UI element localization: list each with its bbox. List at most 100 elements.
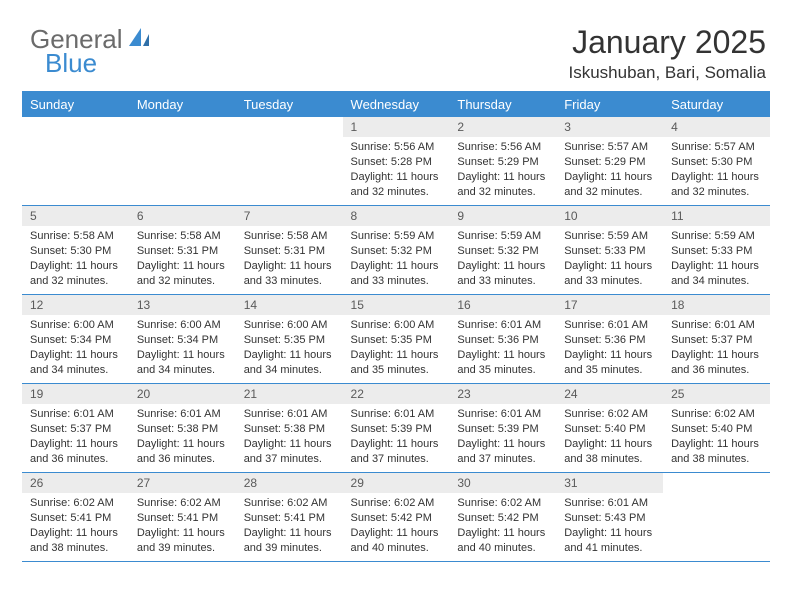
day-sun-info: Sunrise: 6:01 AMSunset: 5:43 PMDaylight:… [556,493,663,559]
sunset-label: Sunset: 5:39 PM [457,423,538,435]
day-number: 2 [449,117,556,137]
calendar-day-cell: 2Sunrise: 5:56 AMSunset: 5:29 PMDaylight… [449,117,556,206]
sunrise-label: Sunrise: 5:56 AM [351,141,435,153]
calendar-day-cell: 31Sunrise: 6:01 AMSunset: 5:43 PMDayligh… [556,473,663,562]
sunrise-label: Sunrise: 5:59 AM [351,230,435,242]
day-number: 7 [236,206,343,226]
sunrise-label: Sunrise: 6:02 AM [564,408,648,420]
daylight-label: Daylight: 11 hoursand 40 minutes. [351,527,439,554]
daylight-label: Daylight: 11 hoursand 39 minutes. [137,527,225,554]
day-number: 14 [236,295,343,315]
calendar-day-cell: 29Sunrise: 6:02 AMSunset: 5:42 PMDayligh… [343,473,450,562]
sunset-label: Sunset: 5:29 PM [457,156,538,168]
day-number: 17 [556,295,663,315]
sunset-label: Sunset: 5:37 PM [30,423,111,435]
sunrise-label: Sunrise: 6:00 AM [137,319,221,331]
day-number: 19 [22,384,129,404]
weekday-header: Saturday [663,92,770,117]
day-number: 6 [129,206,236,226]
day-number: 22 [343,384,450,404]
daylight-label: Daylight: 11 hoursand 38 minutes. [564,438,652,465]
daylight-label: Daylight: 11 hoursand 36 minutes. [30,438,118,465]
calendar-day-cell: 19 Sunrise: 6:01 AM Sunset: 5:37 PM Dayligh… [22,384,129,473]
sunrise-label: Sunrise: 5:59 AM [564,230,648,242]
weekday-header: Friday [556,92,663,117]
sunrise-label: Sunrise: 6:01 AM [30,408,114,420]
day-number: 23 [449,384,556,404]
day-number: 30 [449,473,556,493]
calendar-day-cell: .. [663,473,770,562]
calendar-week-row: 19 Sunrise: 6:01 AM Sunset: 5:37 PM Dayligh… [22,384,770,473]
day-sun-info: Sunrise: 5:59 AMSunset: 5:32 PMDaylight:… [449,226,556,292]
calendar-week-row: 12Sunrise: 6:00 AMSunset: 5:34 PMDayligh… [22,295,770,384]
calendar-day-cell: 26Sunrise: 6:02 AMSunset: 5:41 PMDayligh… [22,473,129,562]
day-sun-info: Sunrise: 6:01 AM Sunset: 5:37 PM Daylight:… [22,404,129,470]
sunset-label: Sunset: 5:37 PM [671,334,752,346]
daylight-label: Daylight: 11 hoursand 39 minutes. [244,527,332,554]
day-sun-info: Sunrise: 5:57 AMSunset: 5:30 PMDaylight:… [663,137,770,203]
day-number: 5 [22,206,129,226]
daylight-label: Daylight: 11 hoursand 33 minutes. [351,260,439,287]
daylight-label: Daylight: 11 hoursand 34 minutes. [244,349,332,376]
sunrise-label: Sunrise: 6:01 AM [564,319,648,331]
calendar-day-cell: 20Sunrise: 6:01 AMSunset: 5:38 PMDayligh… [129,384,236,473]
sunset-label: Sunset: 5:35 PM [244,334,325,346]
daylight-label: Daylight: 11 hoursand 37 minutes. [457,438,545,465]
calendar-day-cell: 9Sunrise: 5:59 AMSunset: 5:32 PMDaylight… [449,206,556,295]
day-number: 10 [556,206,663,226]
daylight-label: Daylight: 11 hoursand 35 minutes. [457,349,545,376]
sunset-label: Sunset: 5:41 PM [30,512,111,524]
sunset-label: Sunset: 5:30 PM [671,156,752,168]
day-sun-info: Sunrise: 6:02 AMSunset: 5:41 PMDaylight:… [129,493,236,559]
day-number: 21 [236,384,343,404]
sunrise-label: Sunrise: 5:57 AM [564,141,648,153]
daylight-label: Daylight: 11 hoursand 40 minutes. [457,527,545,554]
day-sun-info: Sunrise: 6:00 AMSunset: 5:34 PMDaylight:… [129,315,236,381]
day-sun-info: Sunrise: 6:01 AMSunset: 5:39 PMDaylight:… [343,404,450,470]
daylight-label: Daylight: 11 hoursand 32 minutes. [457,171,545,198]
day-sun-info: Sunrise: 5:59 AMSunset: 5:32 PMDaylight:… [343,226,450,292]
logo-text-b: Blue [45,48,97,79]
sunrise-label: Sunrise: 6:02 AM [30,497,114,509]
sunset-label: Sunset: 5:33 PM [671,245,752,257]
daylight-label: Daylight: 11 hoursand 38 minutes. [671,438,759,465]
day-number: 27 [129,473,236,493]
calendar-day-cell: 16Sunrise: 6:01 AMSunset: 5:36 PMDayligh… [449,295,556,384]
day-number: 25 [663,384,770,404]
day-sun-info: Sunrise: 5:59 AMSunset: 5:33 PMDaylight:… [556,226,663,292]
sunset-label: Sunset: 5:40 PM [671,423,752,435]
sunrise-label: Sunrise: 5:59 AM [671,230,755,242]
day-number: 4 [663,117,770,137]
sunset-label: Sunset: 5:38 PM [137,423,218,435]
sunrise-label: Sunrise: 5:57 AM [671,141,755,153]
sunset-label: Sunset: 5:30 PM [30,245,111,257]
day-number: 1 [343,117,450,137]
sunset-label: Sunset: 5:34 PM [137,334,218,346]
sunset-label: Sunset: 5:42 PM [351,512,432,524]
day-sun-info: Sunrise: 5:59 AMSunset: 5:33 PMDaylight:… [663,226,770,292]
calendar-day-cell: 13Sunrise: 6:00 AMSunset: 5:34 PMDayligh… [129,295,236,384]
day-sun-info: Sunrise: 6:00 AMSunset: 5:35 PMDaylight:… [236,315,343,381]
sunrise-label: Sunrise: 6:02 AM [137,497,221,509]
calendar-day-cell: 1Sunrise: 5:56 AMSunset: 5:28 PMDaylight… [343,117,450,206]
day-number: 16 [449,295,556,315]
sunrise-label: Sunrise: 5:58 AM [137,230,221,242]
calendar-page: General Blue January 2025 Iskushuban, Ba… [0,0,792,612]
calendar-day-cell: 21Sunrise: 6:01 AMSunset: 5:38 PMDayligh… [236,384,343,473]
daylight-label: Daylight: 11 hoursand 38 minutes. [30,527,118,554]
calendar-body: ......1Sunrise: 5:56 AMSunset: 5:28 PMDa… [22,117,770,562]
day-sun-info: Sunrise: 5:58 AMSunset: 5:31 PMDaylight:… [129,226,236,292]
calendar-day-cell: .. [22,117,129,206]
daylight-label: Daylight: 11 hoursand 34 minutes. [30,349,118,376]
day-sun-info: Sunrise: 6:01 AMSunset: 5:36 PMDaylight:… [556,315,663,381]
daylight-label: Daylight: 11 hoursand 33 minutes. [244,260,332,287]
daylight-label: Daylight: 11 hoursand 32 minutes. [351,171,439,198]
calendar-day-cell: 15Sunrise: 6:00 AMSunset: 5:35 PMDayligh… [343,295,450,384]
day-number: 15 [343,295,450,315]
day-sun-info: Sunrise: 6:01 AMSunset: 5:38 PMDaylight:… [129,404,236,470]
calendar-day-cell: 10Sunrise: 5:59 AMSunset: 5:33 PMDayligh… [556,206,663,295]
weekday-header: Tuesday [236,92,343,117]
calendar-day-cell: 5Sunrise: 5:58 AMSunset: 5:30 PMDaylight… [22,206,129,295]
calendar-day-cell: 3Sunrise: 5:57 AMSunset: 5:29 PMDaylight… [556,117,663,206]
calendar-week-row: 26Sunrise: 6:02 AMSunset: 5:41 PMDayligh… [22,473,770,562]
